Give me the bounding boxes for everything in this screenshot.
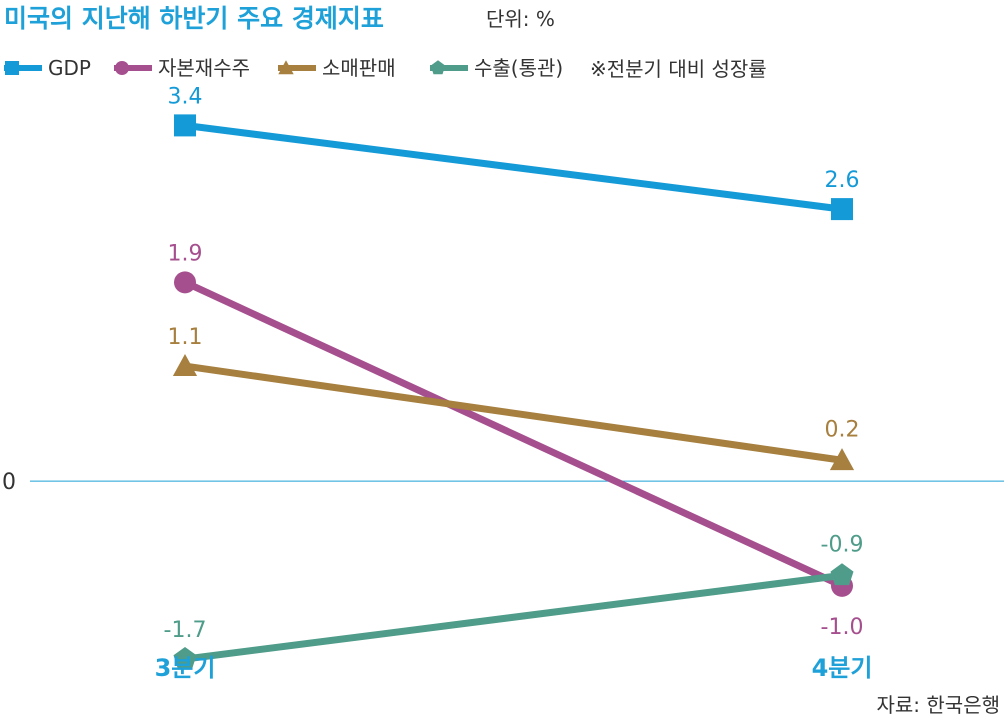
- data-label-gdp-0: 3.4: [168, 84, 203, 109]
- source-note: 자료: 한국은행: [877, 693, 1001, 717]
- data-label-exports-0: -1.7: [164, 618, 207, 643]
- data-label-retail_sales-0: 1.1: [168, 325, 203, 350]
- zero-tick-label: 0: [2, 470, 16, 495]
- legend-marker-capital_goods_orders: [115, 61, 129, 75]
- legend-marker-exports: [430, 60, 446, 75]
- legend-label-capital_goods_orders: 자본재수주: [158, 56, 250, 80]
- legend-label-retail_sales: 소매판매: [322, 56, 396, 80]
- chart-note: ※전분기 대비 성장률: [590, 57, 767, 81]
- series-layer: 3.4 2.6 1.9 -1.0 1.1 0.2 -1.7 -0.9: [164, 84, 864, 669]
- series-line-gdp: [184, 121, 843, 213]
- data-point-gdp-1: [831, 198, 853, 221]
- series-line-retail_sales: [184, 362, 843, 464]
- category-label-0: 3분기: [155, 654, 216, 682]
- series-retail_sales: 1.1 0.2: [168, 325, 860, 471]
- data-label-exports-1: -0.9: [821, 532, 864, 557]
- category-labels: 3분기 4분기: [155, 654, 873, 682]
- category-label-1: 4분기: [812, 654, 873, 682]
- data-label-gdp-1: 2.6: [825, 168, 860, 193]
- legend-marker-retail_sales: [278, 60, 294, 75]
- data-point-gdp-0: [174, 114, 196, 137]
- data-point-retail_sales-0: [172, 353, 198, 376]
- data-point-capital_goods_orders-0: [174, 271, 196, 294]
- series-capital_goods_orders: 1.9 -1.0: [168, 241, 864, 639]
- unit-label: 단위: %: [486, 7, 555, 31]
- data-point-exports-1: [830, 563, 854, 586]
- series-exports: -1.7 -0.9: [164, 532, 864, 669]
- series-line-exports: [184, 571, 843, 663]
- legend: GDP 자본재수주 소매판매 수출(통관): [4, 56, 563, 80]
- data-label-retail_sales-1: 0.2: [825, 417, 860, 442]
- legend-label-exports: 수출(통관): [474, 56, 563, 80]
- series-gdp: 3.4 2.6: [168, 84, 860, 221]
- data-point-exports-0: [173, 647, 197, 669]
- data-label-capital_goods_orders-1: -1.0: [821, 615, 864, 640]
- series-line-capital_goods_orders: [183, 279, 844, 589]
- legend-marker-gdp: [5, 61, 19, 75]
- data-point-retail_sales-1: [829, 448, 855, 471]
- chart-title: 미국의 지난해 하반기 주요 경제지표: [4, 4, 384, 33]
- legend-label-gdp: GDP: [48, 56, 91, 80]
- data-label-capital_goods_orders-0: 1.9: [168, 241, 203, 266]
